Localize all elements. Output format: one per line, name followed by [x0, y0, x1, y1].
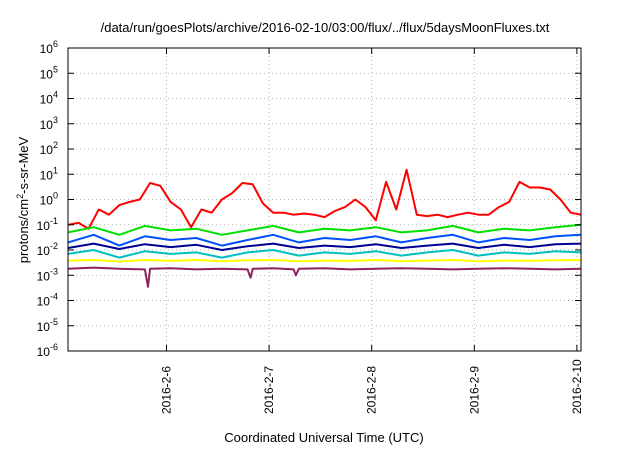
y-tick-label-base: 10 — [40, 93, 54, 107]
y-tick-label-exponent: -2 — [50, 241, 58, 251]
y-tick-label-base: 10 — [37, 219, 51, 233]
y-tick-label-base: 10 — [37, 345, 51, 359]
y-tick-label-exponent: 0 — [53, 191, 58, 201]
y-axis-label-post: -s-sr-MeV — [16, 136, 31, 193]
y-tick-label-exponent: 1 — [53, 165, 58, 175]
series-line-3 — [67, 242, 582, 251]
x-tick-label: 2016-2-7 — [262, 366, 276, 414]
y-tick-label-base: 10 — [37, 244, 51, 258]
x-tick-label: 2016-2-9 — [467, 366, 481, 414]
y-tick-label: 104 — [40, 90, 58, 107]
y-axis-label: protons/cm2-s-sr-MeV — [15, 136, 31, 263]
y-tick-label-exponent: 4 — [53, 90, 58, 100]
y-tick-label-base: 10 — [40, 42, 54, 56]
series-line-2 — [67, 233, 582, 247]
y-tick-label: 10-1 — [37, 216, 58, 233]
chart-title: /data/run/goesPlots/archive/2016-02-10/0… — [101, 20, 550, 35]
y-axis: 10-610-510-410-310-210-11001011021031041… — [37, 39, 581, 359]
y-tick-label: 102 — [40, 140, 58, 157]
y-tick-label-base: 10 — [40, 67, 54, 81]
y-tick-label-exponent: -6 — [50, 342, 58, 352]
y-axis-label-pre: protons/cm — [16, 199, 31, 263]
y-tick-label: 10-2 — [37, 241, 58, 258]
x-tick-label: 2016-2-8 — [365, 366, 379, 414]
y-tick-label: 10-3 — [37, 266, 58, 283]
y-axis-label-sup: 2 — [15, 194, 25, 199]
y-tick-label: 101 — [40, 165, 58, 182]
x-tick-label: 2016-2-6 — [159, 366, 173, 414]
y-tick-label: 105 — [40, 64, 58, 81]
y-tick-label-base: 10 — [40, 194, 54, 208]
y-tick-label: 10-5 — [37, 317, 58, 334]
series-line-6 — [67, 266, 582, 288]
y-tick-label-exponent: 2 — [53, 140, 58, 150]
y-tick-label-base: 10 — [40, 168, 54, 182]
y-tick-label: 106 — [40, 39, 58, 56]
y-tick-label-exponent: 3 — [53, 115, 58, 125]
y-tick-label: 10-4 — [37, 292, 58, 309]
y-tick-label-base: 10 — [40, 143, 54, 157]
series-line-4 — [67, 249, 582, 259]
y-tick-label-base: 10 — [37, 269, 51, 283]
y-tick-label-exponent: -5 — [50, 317, 58, 327]
y-tick-label-exponent: -3 — [50, 266, 58, 276]
x-axis: 2016-2-6 2016-2-7 2016-2-8 2016-2-9 2016-2-1… — [159, 48, 584, 414]
y-tick-label-exponent: -1 — [50, 216, 58, 226]
y-tick-label-exponent: 6 — [53, 39, 58, 49]
series-line-0 — [67, 168, 582, 230]
series-layer — [67, 168, 582, 288]
x-axis-label: Coordinated Universal Time (UTC) — [224, 430, 423, 445]
y-tick-label-base: 10 — [40, 118, 54, 132]
y-tick-label-base: 10 — [37, 295, 51, 309]
y-tick-label-exponent: -4 — [50, 292, 58, 302]
x-tick-label: 2016-2-10 — [570, 359, 584, 414]
series-line-5 — [67, 259, 582, 263]
y-tick-label: 10-6 — [37, 342, 58, 359]
y-tick-label: 100 — [40, 191, 58, 208]
y-tick-label: 103 — [40, 115, 58, 132]
grid — [68, 48, 581, 351]
y-tick-label-base: 10 — [37, 320, 51, 334]
y-tick-label-exponent: 5 — [53, 64, 58, 74]
series-line-1 — [67, 223, 582, 236]
